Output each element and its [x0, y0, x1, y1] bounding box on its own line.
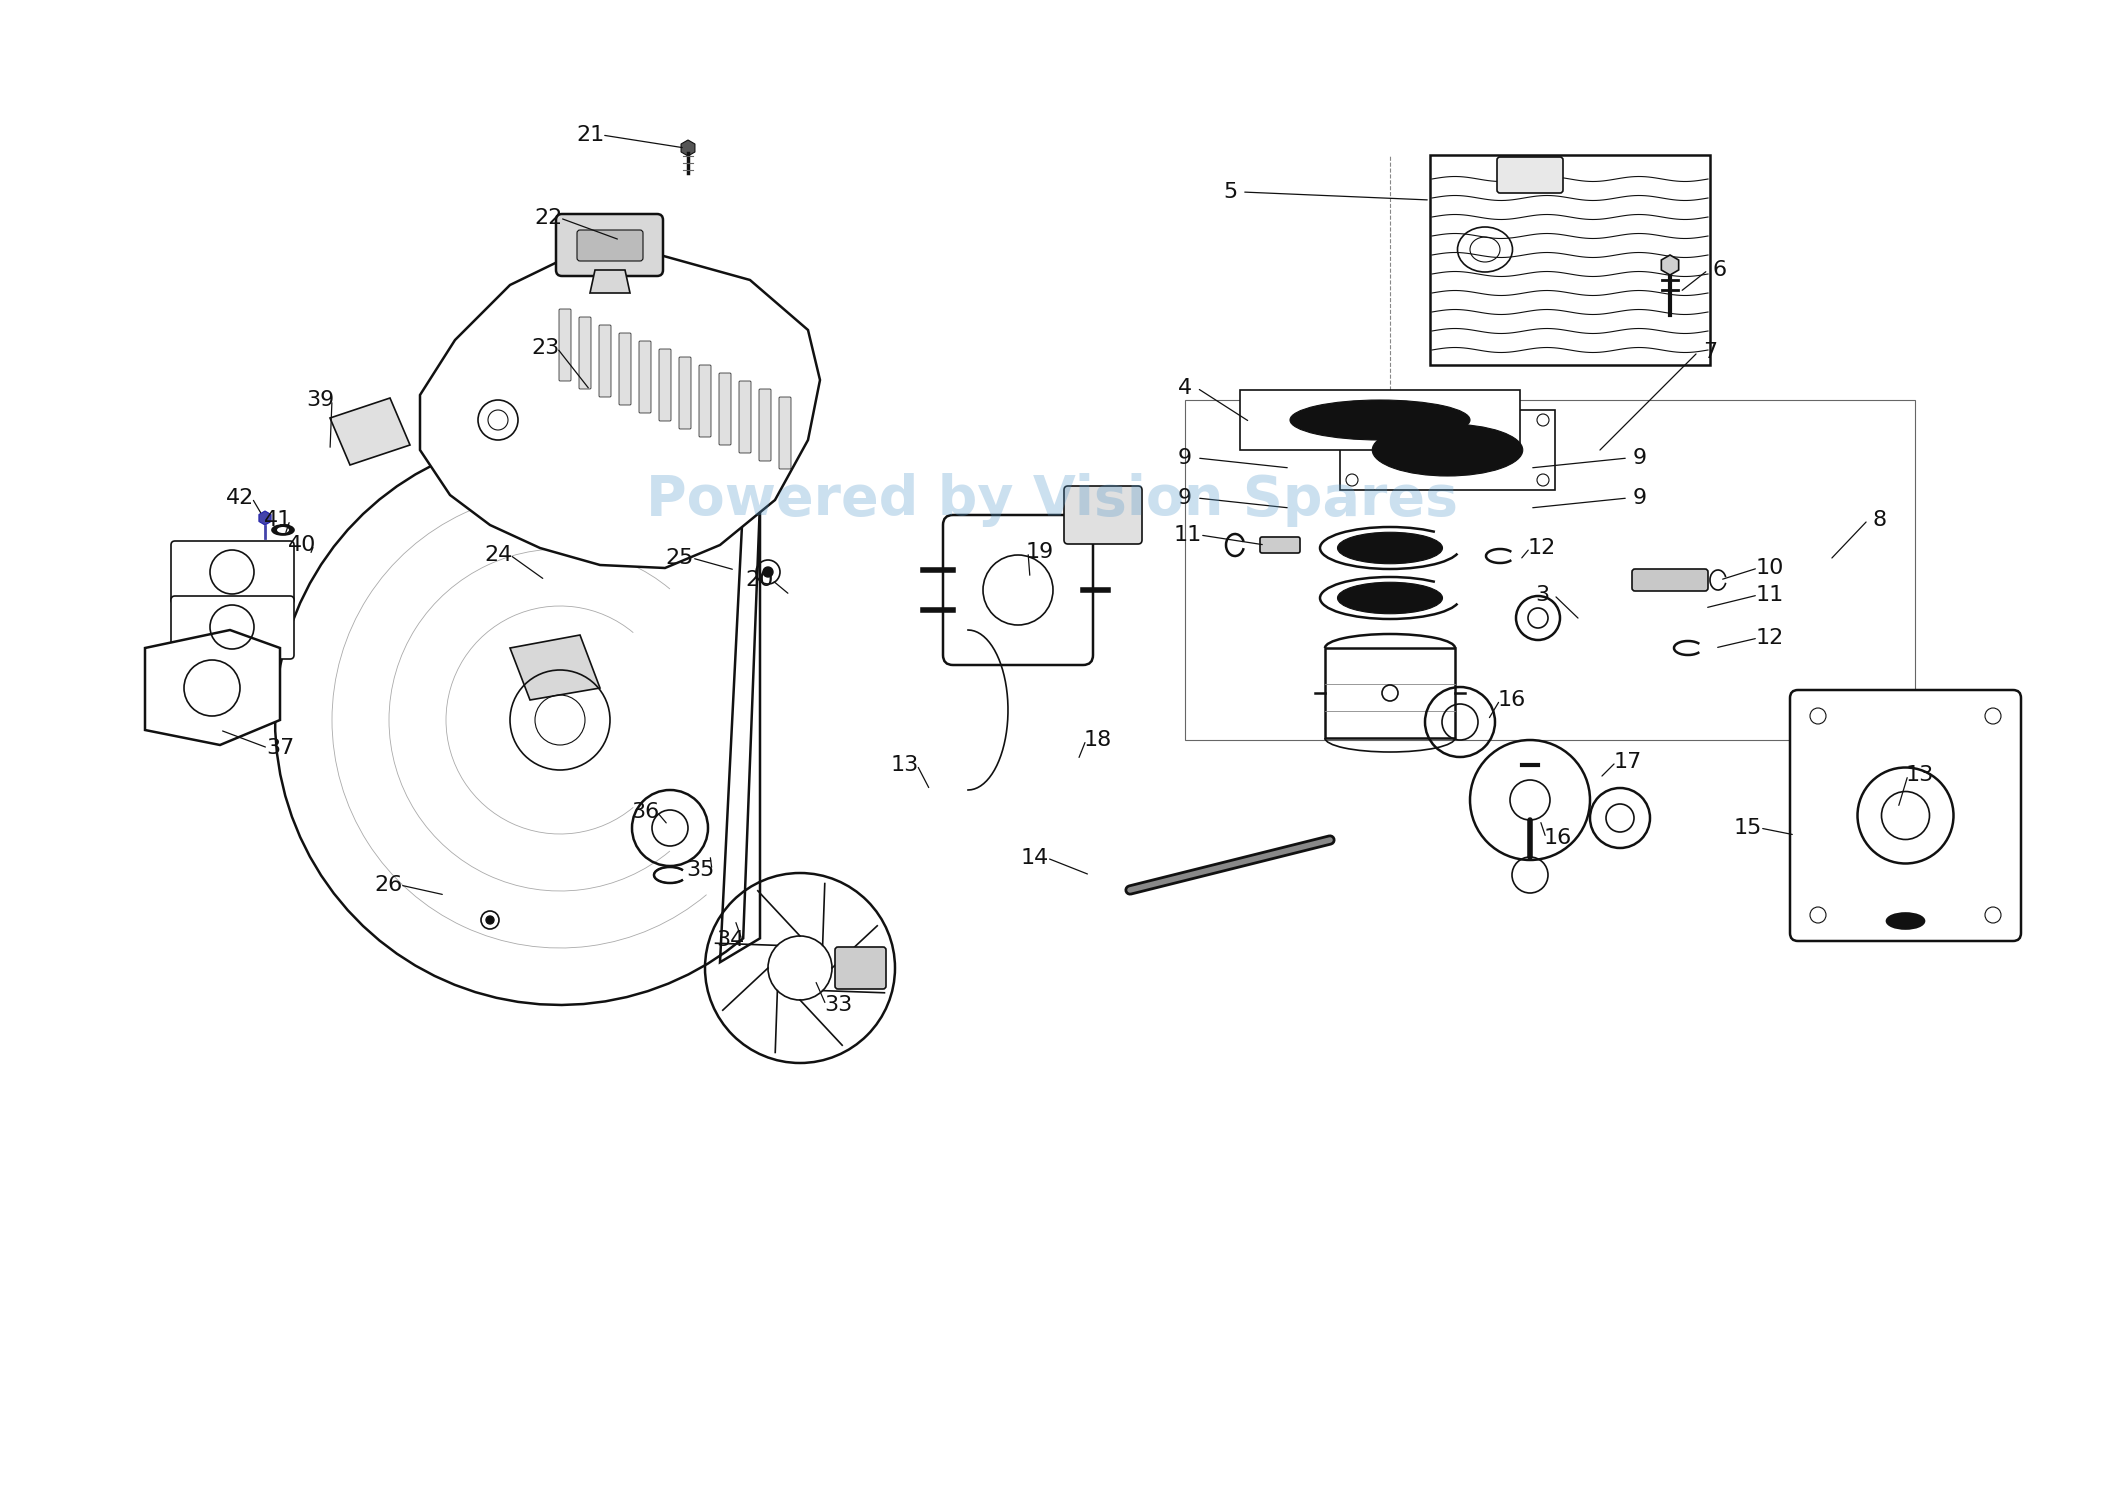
FancyBboxPatch shape [659, 349, 671, 422]
Text: 14: 14 [1021, 848, 1048, 869]
Polygon shape [330, 398, 410, 465]
Text: 34: 34 [716, 930, 745, 951]
Text: 22: 22 [535, 209, 562, 228]
Polygon shape [589, 270, 629, 294]
Polygon shape [1661, 255, 1678, 276]
Ellipse shape [1886, 913, 1924, 928]
Ellipse shape [1372, 425, 1522, 475]
FancyBboxPatch shape [739, 381, 751, 453]
Circle shape [486, 916, 495, 924]
Text: 11: 11 [1175, 524, 1202, 545]
FancyBboxPatch shape [1497, 156, 1564, 194]
Ellipse shape [1290, 399, 1469, 440]
Text: 25: 25 [665, 548, 695, 568]
Polygon shape [145, 630, 280, 745]
Text: 37: 37 [265, 738, 295, 758]
Text: 42: 42 [225, 489, 255, 508]
Ellipse shape [278, 527, 288, 533]
Text: 15: 15 [1735, 818, 1762, 837]
Bar [1240, 390, 1520, 450]
Ellipse shape [272, 524, 295, 535]
Bar [1185, 399, 1916, 741]
Text: 41: 41 [263, 510, 293, 530]
FancyBboxPatch shape [600, 325, 610, 396]
Text: 4: 4 [1179, 378, 1191, 398]
Text: 21: 21 [577, 125, 604, 145]
Polygon shape [509, 635, 600, 700]
Text: 33: 33 [823, 995, 853, 1015]
Text: 26: 26 [375, 875, 402, 895]
FancyBboxPatch shape [1261, 536, 1301, 553]
Text: 20: 20 [745, 571, 775, 590]
FancyBboxPatch shape [1631, 569, 1707, 592]
FancyBboxPatch shape [699, 365, 711, 437]
Text: 13: 13 [890, 755, 920, 775]
Text: 11: 11 [1756, 586, 1785, 605]
Ellipse shape [1337, 532, 1442, 563]
FancyBboxPatch shape [619, 332, 632, 405]
Text: 16: 16 [1499, 690, 1526, 711]
Text: 24: 24 [484, 545, 512, 565]
Bar [1341, 410, 1556, 490]
Text: 3: 3 [1535, 586, 1549, 605]
FancyBboxPatch shape [171, 541, 295, 603]
FancyBboxPatch shape [577, 229, 642, 261]
Text: 19: 19 [1025, 542, 1055, 562]
FancyBboxPatch shape [1063, 486, 1143, 544]
Bar [1429, 155, 1709, 365]
Text: 17: 17 [1615, 752, 1642, 772]
Polygon shape [682, 140, 695, 156]
FancyBboxPatch shape [720, 372, 730, 446]
Text: 9: 9 [1633, 448, 1646, 468]
Text: 23: 23 [530, 338, 560, 358]
Text: 12: 12 [1528, 538, 1556, 557]
FancyBboxPatch shape [836, 948, 886, 989]
FancyBboxPatch shape [579, 317, 592, 389]
Text: 8: 8 [1873, 510, 1886, 530]
Circle shape [762, 568, 773, 577]
Text: 10: 10 [1756, 557, 1785, 578]
FancyBboxPatch shape [640, 341, 650, 413]
Text: 16: 16 [1543, 828, 1572, 848]
Text: 39: 39 [305, 390, 335, 410]
FancyBboxPatch shape [556, 215, 663, 276]
FancyBboxPatch shape [943, 516, 1092, 665]
Text: 35: 35 [686, 860, 714, 881]
Polygon shape [259, 511, 272, 524]
FancyBboxPatch shape [680, 358, 690, 429]
Ellipse shape [1337, 583, 1442, 614]
Text: 9: 9 [1179, 489, 1191, 508]
Text: 18: 18 [1084, 730, 1111, 749]
Text: 9: 9 [1179, 448, 1191, 468]
Bar [1324, 648, 1455, 738]
Text: 40: 40 [288, 535, 316, 554]
Text: 6: 6 [1713, 259, 1726, 280]
Text: 5: 5 [1223, 182, 1238, 203]
Text: 9: 9 [1633, 489, 1646, 508]
Polygon shape [276, 435, 760, 1004]
FancyBboxPatch shape [760, 389, 770, 460]
Text: 12: 12 [1756, 627, 1785, 648]
FancyBboxPatch shape [171, 596, 295, 659]
Text: 36: 36 [632, 802, 659, 822]
Text: 7: 7 [1703, 343, 1718, 362]
FancyBboxPatch shape [560, 308, 570, 381]
Polygon shape [421, 252, 821, 568]
Text: 13: 13 [1905, 764, 1934, 785]
FancyBboxPatch shape [1789, 690, 2021, 942]
FancyBboxPatch shape [779, 396, 791, 469]
Text: Powered by Vision Spares: Powered by Vision Spares [646, 472, 1459, 527]
